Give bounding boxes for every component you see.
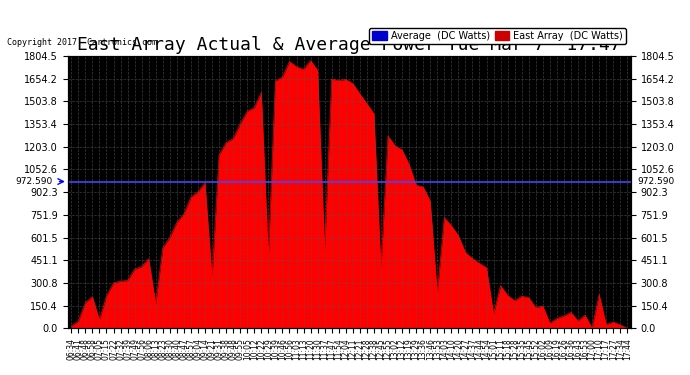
Text: 972.590: 972.590 <box>15 177 52 186</box>
Text: 972.590: 972.590 <box>638 177 675 186</box>
Legend: Average  (DC Watts), East Array  (DC Watts): Average (DC Watts), East Array (DC Watts… <box>369 28 626 44</box>
Title: East Array Actual & Average Power Tue Mar 7  17:47: East Array Actual & Average Power Tue Ma… <box>77 36 621 54</box>
Text: Copyright 2017  Cartronics.com: Copyright 2017 Cartronics.com <box>7 38 157 47</box>
